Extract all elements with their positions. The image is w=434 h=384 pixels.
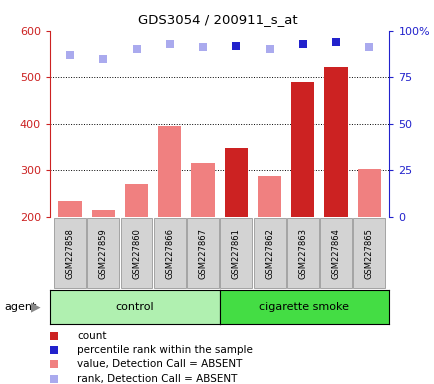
Text: GSM227858: GSM227858 xyxy=(66,228,74,279)
Text: ▶: ▶ xyxy=(31,301,41,314)
FancyBboxPatch shape xyxy=(187,218,218,288)
Text: GDS3054 / 200911_s_at: GDS3054 / 200911_s_at xyxy=(138,13,296,26)
Text: agent: agent xyxy=(4,302,36,312)
Text: GSM227859: GSM227859 xyxy=(99,228,108,279)
Point xyxy=(266,46,273,52)
Point xyxy=(51,376,58,382)
Text: GSM227863: GSM227863 xyxy=(298,228,307,279)
Point xyxy=(232,43,239,49)
Bar xyxy=(158,126,181,217)
FancyBboxPatch shape xyxy=(87,218,119,288)
Text: control: control xyxy=(115,302,154,312)
Bar xyxy=(290,82,314,217)
Text: GSM227867: GSM227867 xyxy=(198,228,207,279)
FancyBboxPatch shape xyxy=(286,218,318,288)
FancyBboxPatch shape xyxy=(120,218,152,288)
Point xyxy=(299,41,306,47)
FancyBboxPatch shape xyxy=(54,218,86,288)
Bar xyxy=(257,177,280,217)
Text: rank, Detection Call = ABSENT: rank, Detection Call = ABSENT xyxy=(77,374,237,384)
Point xyxy=(365,45,372,51)
Text: GSM227860: GSM227860 xyxy=(132,228,141,279)
Bar xyxy=(324,66,347,217)
Text: GSM227865: GSM227865 xyxy=(364,228,373,279)
Point xyxy=(133,46,140,52)
Bar xyxy=(191,164,214,217)
Text: GSM227861: GSM227861 xyxy=(231,228,240,279)
FancyBboxPatch shape xyxy=(253,218,285,288)
Text: GSM227862: GSM227862 xyxy=(264,228,273,279)
FancyBboxPatch shape xyxy=(319,218,351,288)
Point xyxy=(51,361,58,367)
FancyBboxPatch shape xyxy=(220,218,252,288)
Point xyxy=(66,52,73,58)
Point xyxy=(332,39,339,45)
Point xyxy=(99,56,106,62)
Point xyxy=(199,45,206,51)
Bar xyxy=(58,201,82,217)
Text: value, Detection Call = ABSENT: value, Detection Call = ABSENT xyxy=(77,359,242,369)
Bar xyxy=(357,169,380,217)
Point xyxy=(51,333,58,339)
Text: percentile rank within the sample: percentile rank within the sample xyxy=(77,345,253,355)
Bar xyxy=(92,210,115,217)
Bar xyxy=(125,184,148,217)
FancyBboxPatch shape xyxy=(154,218,185,288)
FancyBboxPatch shape xyxy=(352,218,385,288)
Bar xyxy=(224,148,247,217)
Point xyxy=(166,41,173,47)
Text: cigarette smoke: cigarette smoke xyxy=(259,302,349,312)
Point xyxy=(51,347,58,353)
Text: GSM227864: GSM227864 xyxy=(331,228,340,279)
Text: GSM227866: GSM227866 xyxy=(165,228,174,279)
Text: count: count xyxy=(77,331,107,341)
